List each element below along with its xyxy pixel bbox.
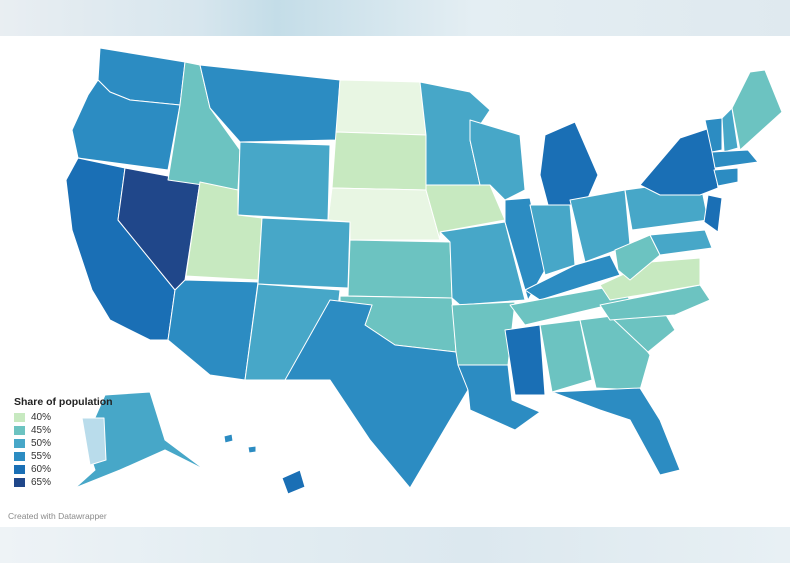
state-hi-3[interactable] (247, 445, 257, 454)
legend-swatch (14, 465, 25, 474)
state-vt[interactable] (704, 117, 723, 153)
state-ks[interactable] (347, 239, 453, 299)
legend-item: 65% (14, 476, 113, 489)
legend-item: 40% (14, 411, 113, 424)
state-ma[interactable] (711, 149, 759, 169)
legend: Share of population 40% 45% 50% 55% 60% 65% (14, 396, 113, 489)
state-ct[interactable] (713, 167, 739, 187)
legend-label: 40% (31, 412, 52, 423)
legend-swatch (14, 478, 25, 487)
legend-swatch (14, 439, 25, 448)
state-ky[interactable] (524, 254, 621, 301)
state-sd[interactable] (331, 131, 427, 191)
state-ak-west[interactable] (81, 417, 107, 466)
state-nc[interactable] (599, 284, 711, 321)
legend-label: 65% (31, 477, 52, 488)
us-choropleth-map (65, 47, 783, 495)
credit-text: Created with Datawrapper (8, 511, 107, 521)
state-hi[interactable] (281, 469, 306, 495)
legend-swatch (14, 413, 25, 422)
state-wy[interactable] (237, 141, 331, 221)
state-nd[interactable] (335, 79, 427, 136)
legend-item: 60% (14, 463, 113, 476)
state-me[interactable] (731, 69, 783, 151)
state-or[interactable] (71, 79, 181, 171)
page-header-band (0, 0, 790, 36)
legend-items: 40% 45% 50% 55% 60% 65% (14, 411, 113, 489)
state-wi[interactable] (469, 119, 526, 201)
state-az[interactable] (167, 279, 259, 381)
state-md[interactable] (649, 229, 713, 256)
state-mt[interactable] (199, 64, 341, 143)
legend-swatch (14, 426, 25, 435)
legend-label: 60% (31, 464, 52, 475)
legend-label: 55% (31, 451, 52, 462)
legend-label: 50% (31, 438, 52, 449)
state-mi[interactable] (539, 121, 599, 206)
state-ms[interactable] (504, 324, 546, 396)
states-layer (65, 47, 783, 495)
legend-item: 45% (14, 424, 113, 437)
legend-item: 55% (14, 450, 113, 463)
state-co[interactable] (257, 217, 351, 289)
legend-label: 45% (31, 425, 52, 436)
state-fl[interactable] (551, 387, 681, 476)
state-nj[interactable] (703, 194, 723, 233)
legend-item: 50% (14, 437, 113, 450)
legend-title: Share of population (14, 396, 113, 408)
legend-swatch (14, 452, 25, 461)
state-al[interactable] (539, 319, 593, 393)
page-footer-band (0, 527, 790, 563)
state-hi-2[interactable] (223, 433, 234, 444)
state-la[interactable] (457, 364, 541, 431)
state-ny[interactable] (639, 127, 719, 196)
state-nh[interactable] (721, 107, 739, 153)
state-tx[interactable] (284, 299, 469, 489)
state-wv[interactable] (614, 234, 661, 281)
